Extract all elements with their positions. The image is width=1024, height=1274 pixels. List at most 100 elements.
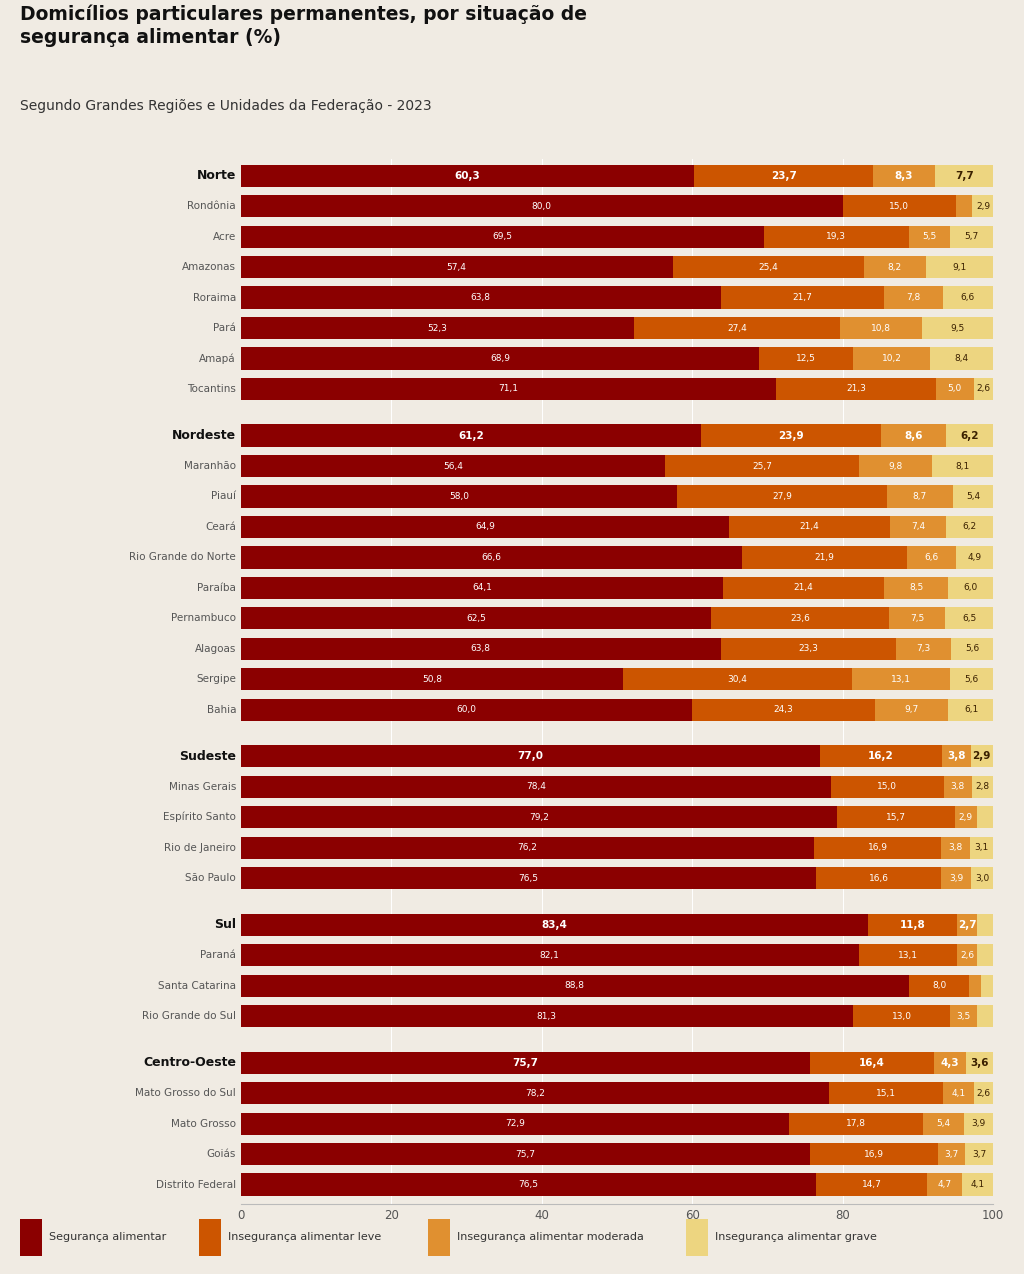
Bar [764,225,909,247]
Text: 15,0: 15,0 [878,782,897,791]
Bar [241,225,764,247]
Text: 75,7: 75,7 [515,1149,536,1158]
Text: 2,7: 2,7 [958,920,977,930]
Bar [951,638,993,660]
Text: 63,8: 63,8 [471,645,490,654]
Bar [241,806,837,828]
Text: Centro-Oeste: Centro-Oeste [143,1056,236,1069]
Text: Alagoas: Alagoas [195,643,236,654]
Bar [955,195,972,218]
Text: 2,9: 2,9 [973,752,991,762]
Text: 15,7: 15,7 [886,813,906,822]
Bar [963,1173,993,1196]
Bar [978,913,992,936]
Text: 9,8: 9,8 [888,461,902,470]
Text: 76,2: 76,2 [517,843,538,852]
Bar [241,1082,829,1105]
Bar [837,806,955,828]
Text: 2,6: 2,6 [977,1089,990,1098]
Bar [876,698,948,721]
Text: 11,8: 11,8 [900,920,926,930]
Bar [692,698,876,721]
Text: 76,5: 76,5 [518,1180,539,1189]
Bar [909,975,969,996]
Text: 6,6: 6,6 [961,293,975,302]
Text: 83,4: 83,4 [542,920,567,930]
Bar [721,287,884,308]
Bar [241,516,729,538]
Text: 2,6: 2,6 [977,385,990,394]
Text: 78,4: 78,4 [525,782,546,791]
Text: 2,9: 2,9 [958,813,973,822]
Text: Sudeste: Sudeste [179,750,236,763]
Bar [950,225,993,247]
Bar [241,1051,810,1074]
Text: 19,3: 19,3 [826,232,847,241]
Bar [241,256,673,278]
Bar [721,638,896,660]
Text: 52,3: 52,3 [427,324,447,333]
Bar [694,164,872,187]
Bar [816,868,941,889]
Bar [942,745,971,767]
Bar [241,164,993,187]
Bar [241,638,721,660]
Bar [971,745,992,767]
Bar [199,1219,221,1256]
Text: 7,7: 7,7 [955,171,974,181]
Text: 9,7: 9,7 [904,706,919,715]
Text: 72,9: 72,9 [505,1119,525,1129]
Text: Espírito Santo: Espírito Santo [163,812,236,823]
Text: Mato Grosso do Sul: Mato Grosso do Sul [135,1088,236,1098]
Text: 5,0: 5,0 [948,385,962,394]
Bar [943,1082,974,1105]
Bar [881,424,946,447]
Bar [241,745,993,767]
Bar [977,1005,993,1027]
Text: 16,2: 16,2 [868,752,894,762]
Bar [967,1051,993,1074]
Text: 4,3: 4,3 [941,1057,959,1068]
Text: 78,2: 78,2 [525,1089,545,1098]
Text: 60,0: 60,0 [457,706,476,715]
Bar [946,424,992,447]
Text: Pernambuco: Pernambuco [171,613,236,623]
Bar [816,1173,927,1196]
Text: Roraima: Roraima [193,293,236,303]
Text: 82,1: 82,1 [540,950,559,959]
Text: 3,9: 3,9 [949,874,964,883]
Text: 7,4: 7,4 [911,522,925,531]
Text: Paraíba: Paraíba [198,583,236,592]
Bar [906,547,956,568]
Text: Rio Grande do Norte: Rio Grande do Norte [129,553,236,562]
Text: 6,6: 6,6 [925,553,939,562]
Text: Sul: Sul [214,919,236,931]
Text: 3,6: 3,6 [971,1057,989,1068]
Text: 10,2: 10,2 [882,354,901,363]
Text: 8,2: 8,2 [888,262,902,271]
Bar [241,837,814,859]
Text: 60,3: 60,3 [455,171,480,181]
Text: Mato Grosso: Mato Grosso [171,1119,236,1129]
Bar [941,868,971,889]
Text: 3,1: 3,1 [975,843,989,852]
Bar [853,348,930,369]
Bar [896,638,951,660]
Text: 3,0: 3,0 [975,874,989,883]
Text: 23,7: 23,7 [771,171,797,181]
Text: 57,4: 57,4 [446,262,467,271]
Text: 8,7: 8,7 [912,492,927,501]
Bar [241,975,909,996]
Text: 3,8: 3,8 [947,752,966,762]
Text: 61,2: 61,2 [458,431,483,441]
Bar [729,516,890,538]
Text: 8,3: 8,3 [895,171,913,181]
Bar [974,378,993,400]
Text: 21,7: 21,7 [793,293,812,302]
Text: 3,8: 3,8 [948,843,963,852]
Bar [241,913,993,936]
Text: 81,3: 81,3 [537,1012,557,1020]
Text: Insegurança alimentar moderada: Insegurança alimentar moderada [457,1232,644,1242]
Bar [864,256,926,278]
Bar [241,1005,853,1027]
